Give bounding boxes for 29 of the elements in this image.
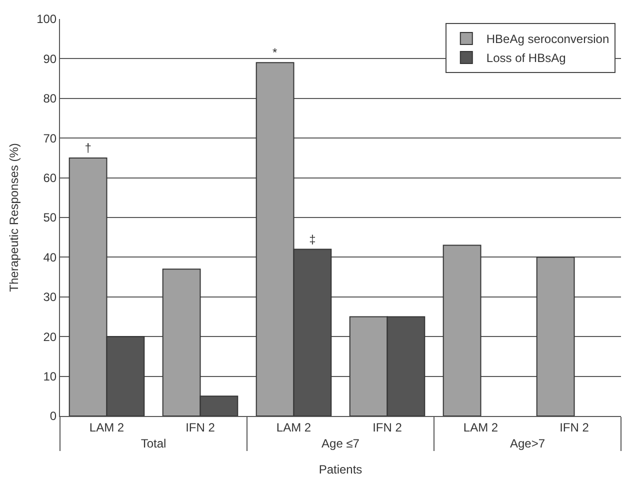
x-tick-label: IFN 2 [186,420,216,434]
x-tick-label: IFN 2 [560,420,590,434]
y-tick-label: 30 [43,290,57,304]
x-tick-label: LAM 2 [89,420,124,434]
text: Total [140,436,166,450]
y-tick-label: 100 [36,12,57,26]
y-axis-title: Therapeutic Responses (%) [6,143,21,292]
bar [442,244,482,416]
x-tick-label: IFN 2 [372,420,402,434]
bar [536,256,575,416]
y-tick-label: 40 [43,250,57,264]
x-axis-title: Patients [318,462,362,476]
y-tick-label: 20 [43,330,57,344]
text: Age>7 [510,436,546,450]
data-label: * [272,46,278,60]
legend-label: HBeAg seroconversion [486,32,610,46]
legend-label: Loss of HBsAg [486,51,566,66]
data-label: ‡ [309,232,316,246]
data-label: † [84,140,92,155]
y-tick-label: 70 [43,131,57,146]
y-tick-label: 10 [43,370,57,384]
y-tick-label: 0 [50,409,57,424]
x-tick-label: LAM 2 [463,420,498,434]
x-tick-label: LAM 2 [276,420,312,434]
y-tick-label: 60 [43,171,57,185]
text: Age ≤7 [322,436,360,450]
y-tick-label: 80 [43,92,57,106]
y-tick-label: 90 [43,52,57,66]
y-tick-label: 50 [43,210,57,225]
